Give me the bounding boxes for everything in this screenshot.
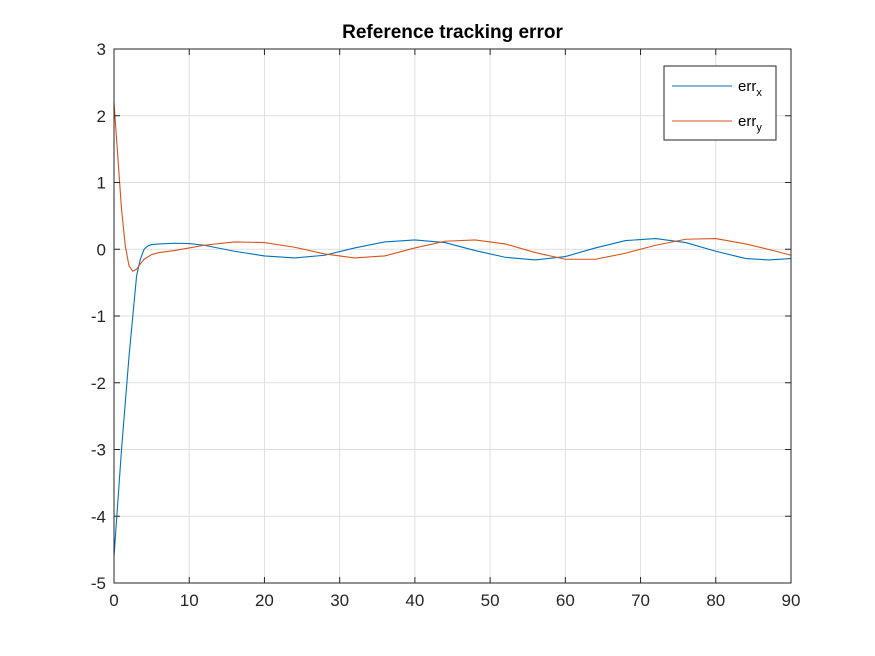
legend-label: erry bbox=[738, 113, 762, 134]
tick-labels: 0 10 20 30 40 50 60 70 80 90 -5 -4 -3 -2 -1 0 1 2 3 bbox=[91, 40, 801, 610]
x-tick-label: 60 bbox=[556, 591, 575, 610]
y-tick-label: 0 bbox=[97, 240, 106, 259]
y-tick-label: 1 bbox=[97, 174, 106, 193]
x-tick-label: 30 bbox=[330, 591, 349, 610]
x-tick-label: 40 bbox=[405, 591, 424, 610]
chart-title: Reference tracking error bbox=[342, 22, 563, 43]
x-tick-label: 0 bbox=[109, 591, 118, 610]
series-layer bbox=[113, 102, 792, 557]
y-tick-label: -5 bbox=[91, 574, 106, 593]
x-tick-label: 20 bbox=[255, 591, 274, 610]
ticks bbox=[113, 48, 792, 584]
y-tick-label: -4 bbox=[91, 507, 106, 526]
series-line-err-x bbox=[113, 238, 792, 557]
x-tick-label: 80 bbox=[706, 591, 725, 610]
x-tick-label: 70 bbox=[631, 591, 650, 610]
y-tick-label: -1 bbox=[91, 307, 106, 326]
y-tick-label: 2 bbox=[97, 107, 106, 126]
series-line-err-y bbox=[113, 102, 792, 272]
y-tick-label: 3 bbox=[97, 40, 106, 59]
x-tick-label: 90 bbox=[782, 591, 801, 610]
y-tick-label: -3 bbox=[91, 441, 106, 460]
legend: errx erry bbox=[663, 65, 777, 141]
legend-box bbox=[663, 65, 777, 141]
y-tick-label: -2 bbox=[91, 374, 106, 393]
x-tick-label: 50 bbox=[481, 591, 500, 610]
legend-label: errx bbox=[738, 78, 762, 99]
x-tick-label: 10 bbox=[180, 591, 199, 610]
